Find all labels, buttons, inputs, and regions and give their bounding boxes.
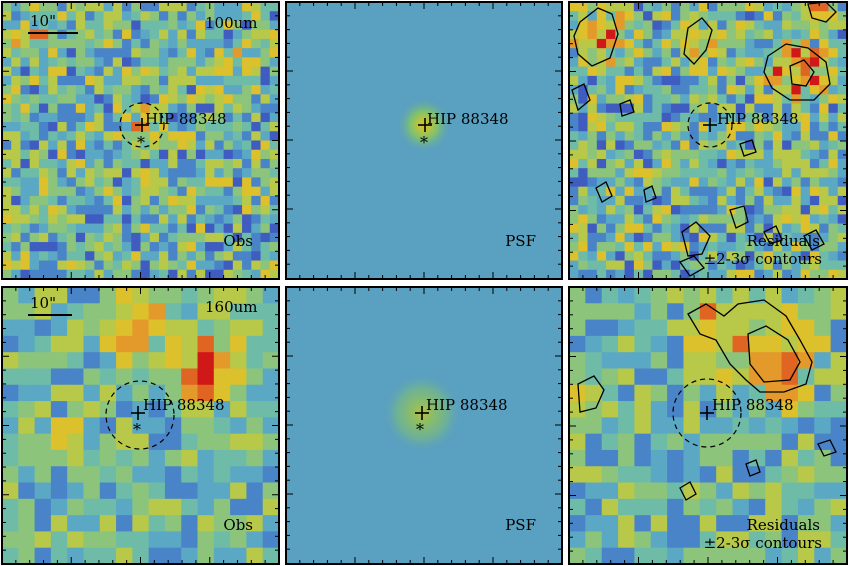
pixel-map xyxy=(569,2,848,280)
psf-map xyxy=(286,2,562,279)
star-position-cross xyxy=(700,406,714,420)
asterisk-marker: * xyxy=(133,420,141,439)
star-position-cross xyxy=(418,118,432,132)
aperture-circle xyxy=(672,378,742,448)
psf-100um-panel: * HIP 88348 PSF xyxy=(286,2,562,279)
band-label: 100um xyxy=(205,14,258,32)
star-position-cross xyxy=(131,406,145,420)
star-position-cross xyxy=(135,118,149,132)
star-position-cross xyxy=(415,406,429,420)
target-label: HIP 88348 xyxy=(717,110,799,128)
asterisk-marker: * xyxy=(416,420,424,439)
aperture-circle xyxy=(105,380,175,450)
aperture-circle xyxy=(687,102,733,148)
obs-160um-panel: 10" 160um * HIP 88348 Obs xyxy=(2,287,280,565)
corner-label: PSF xyxy=(505,516,536,534)
corner-label: Obs xyxy=(223,516,253,534)
target-label: HIP 88348 xyxy=(143,396,225,414)
pixel-map xyxy=(569,287,848,565)
band-label: 160um xyxy=(205,298,258,316)
aperture-circle xyxy=(119,102,165,148)
psf-160um-panel: * HIP 88348 PSF xyxy=(286,287,562,564)
panel-overlay: HIP 88348 Residuals ±2-3σ contours xyxy=(571,1,837,277)
contour-lines xyxy=(571,1,837,277)
panel-overlay: 10" 160um * HIP 88348 Obs xyxy=(28,294,258,534)
panel-overlay: * HIP 88348 PSF xyxy=(418,110,536,250)
pixel-map xyxy=(2,287,280,565)
panel-overlay: 10" 100um * HIP 88348 Obs xyxy=(28,12,258,250)
panel-overlay: HIP 88348 Residuals ±2-3σ contours xyxy=(577,299,837,552)
corner-label: PSF xyxy=(505,232,536,250)
corner-label: Residuals xyxy=(747,516,820,534)
contour-label: ±2-3σ contours xyxy=(704,534,822,552)
corner-label: Obs xyxy=(223,232,253,250)
pixel-map xyxy=(2,2,280,280)
target-label: HIP 88348 xyxy=(426,396,508,414)
residuals-160um-panel: HIP 88348 Residuals ±2-3σ contours xyxy=(569,287,848,565)
contour-lines xyxy=(577,299,837,501)
corner-label: Residuals xyxy=(747,232,820,250)
contour-label: ±2-3σ contours xyxy=(704,250,822,268)
target-label: HIP 88348 xyxy=(427,110,509,128)
panel-overlay: * HIP 88348 PSF xyxy=(415,396,536,534)
psf-map xyxy=(286,287,562,564)
target-label: HIP 88348 xyxy=(712,396,794,414)
scale-label: 10" xyxy=(30,12,56,30)
obs-100um-panel: 10" 100um * HIP 88348 Obs xyxy=(2,2,280,280)
target-label: HIP 88348 xyxy=(145,110,227,128)
asterisk-marker: * xyxy=(137,133,145,152)
star-position-cross xyxy=(703,118,717,132)
scale-label: 10" xyxy=(30,294,56,312)
asterisk-marker: * xyxy=(420,133,428,152)
residuals-100um-panel: HIP 88348 Residuals ±2-3σ contours xyxy=(569,1,848,280)
